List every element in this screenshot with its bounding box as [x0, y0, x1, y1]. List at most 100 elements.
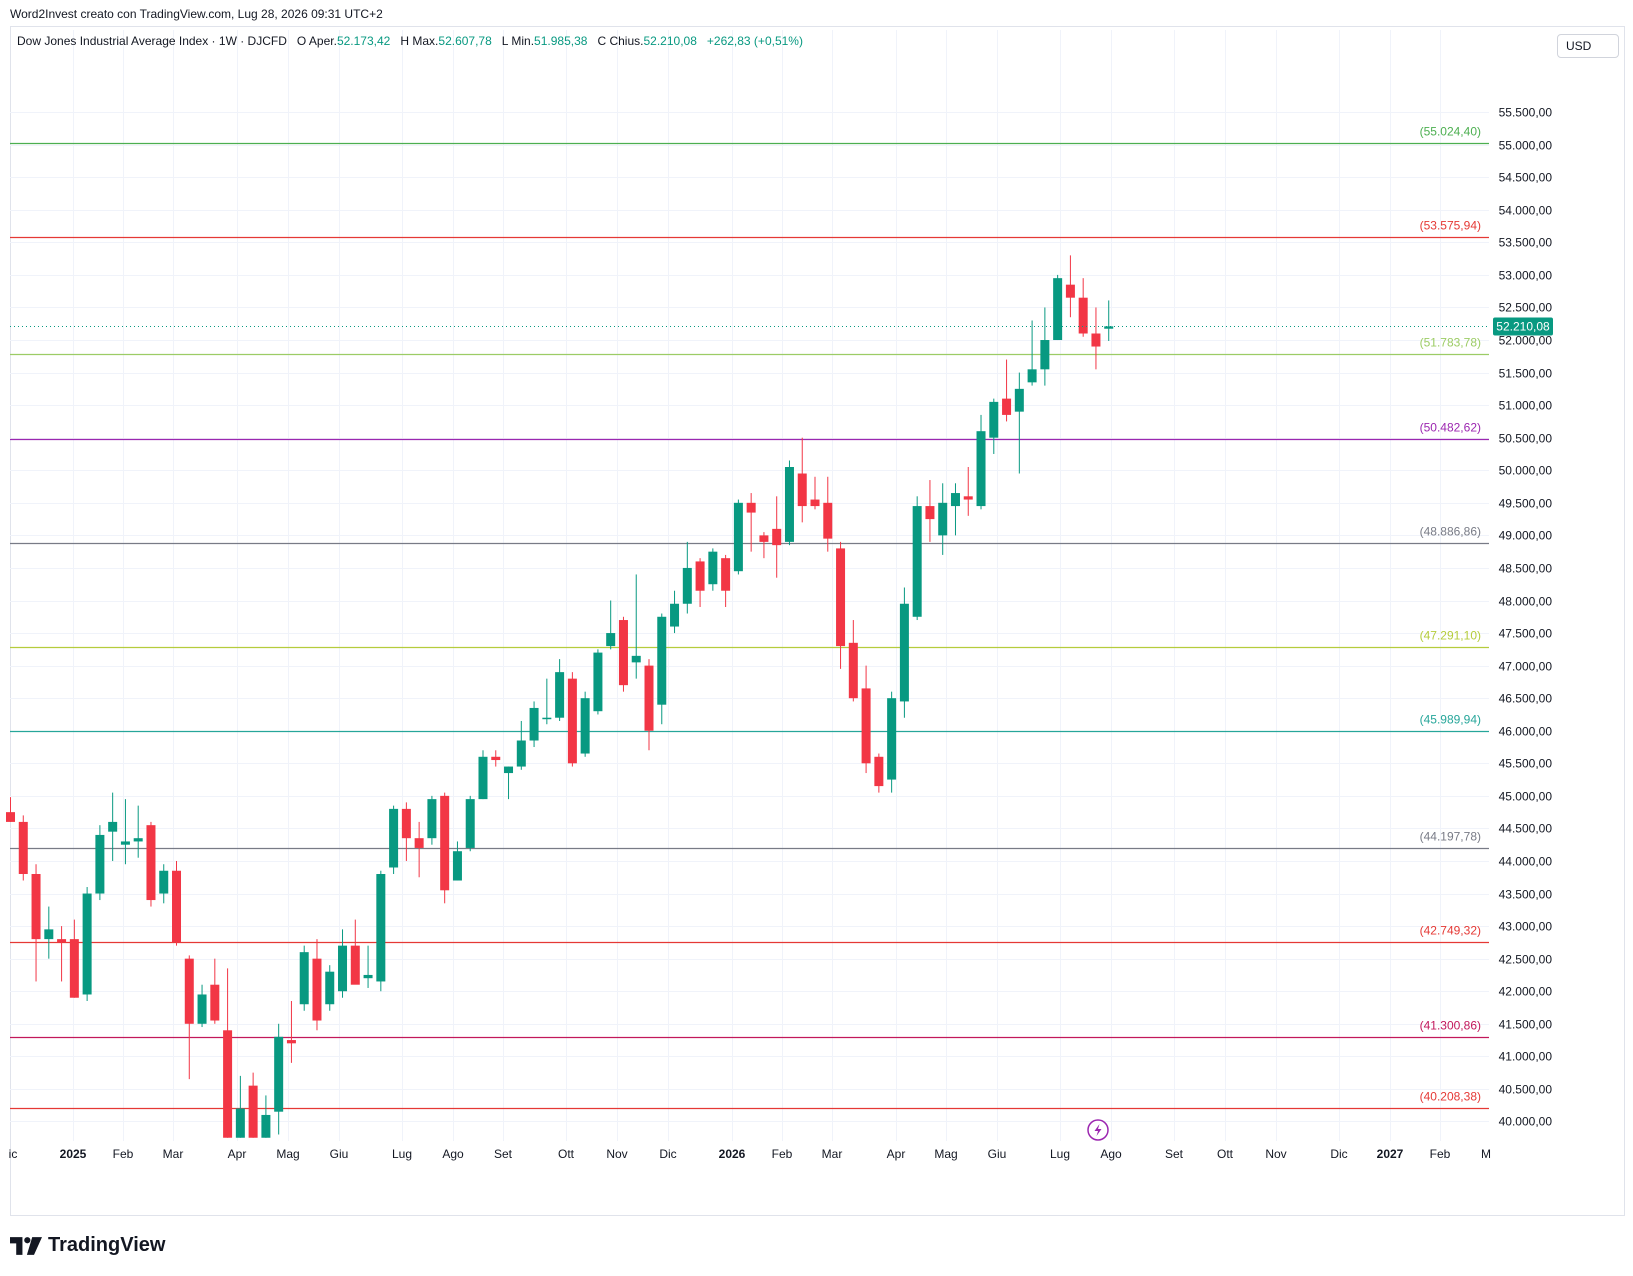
candle[interactable]: [746, 493, 756, 552]
candle[interactable]: [325, 965, 335, 1011]
candle[interactable]: [618, 616, 628, 692]
candle[interactable]: [235, 1075, 245, 1138]
candle[interactable]: [606, 600, 616, 650]
candle[interactable]: [133, 805, 143, 858]
candle[interactable]: [670, 590, 680, 634]
candle[interactable]: [759, 532, 769, 559]
lightning-icon[interactable]: [1087, 1119, 1109, 1141]
candle[interactable]: [6, 797, 15, 822]
candle[interactable]: [57, 926, 67, 982]
candle[interactable]: [695, 558, 705, 608]
candle[interactable]: [210, 958, 220, 1024]
candle[interactable]: [299, 945, 309, 1011]
candle[interactable]: [823, 476, 833, 552]
candle-body: [82, 893, 92, 995]
candle[interactable]: [1104, 300, 1114, 341]
candle[interactable]: [874, 753, 884, 793]
candle[interactable]: [784, 460, 794, 546]
candle[interactable]: [350, 919, 360, 985]
candle[interactable]: [912, 496, 922, 621]
candle[interactable]: [861, 665, 871, 774]
candle[interactable]: [223, 968, 233, 1138]
candle-body: [555, 672, 565, 718]
candle[interactable]: [108, 792, 118, 861]
candle[interactable]: [593, 649, 603, 715]
candle[interactable]: [708, 548, 718, 591]
candle[interactable]: [1027, 320, 1037, 386]
candle[interactable]: [363, 945, 373, 988]
candle[interactable]: [797, 437, 807, 523]
candle[interactable]: [567, 672, 577, 767]
candle[interactable]: [146, 821, 156, 907]
candle[interactable]: [440, 792, 450, 904]
candle-body: [1053, 278, 1063, 341]
candle[interactable]: [69, 919, 79, 998]
candle[interactable]: [312, 939, 322, 1031]
candle[interactable]: [772, 496, 782, 578]
candle[interactable]: [925, 480, 935, 542]
candle[interactable]: [18, 815, 28, 881]
candle-body: [120, 841, 130, 845]
candle[interactable]: [465, 795, 475, 852]
candle[interactable]: [414, 821, 424, 878]
candle[interactable]: [529, 701, 539, 748]
candle[interactable]: [938, 483, 948, 555]
candle[interactable]: [887, 691, 897, 793]
candle[interactable]: [899, 587, 909, 718]
candle[interactable]: [631, 574, 641, 679]
candle[interactable]: [989, 398, 999, 454]
candle[interactable]: [963, 467, 973, 516]
candle[interactable]: [197, 984, 207, 1028]
candle[interactable]: [261, 1095, 271, 1138]
candle[interactable]: [95, 825, 105, 901]
candle-body: [172, 870, 182, 943]
candle[interactable]: [733, 499, 743, 575]
candle[interactable]: [389, 805, 399, 875]
tradingview-logo[interactable]: TradingView: [10, 1234, 165, 1257]
candle[interactable]: [159, 864, 169, 904]
candle[interactable]: [657, 613, 667, 725]
candle[interactable]: [1002, 359, 1012, 422]
candle[interactable]: [542, 678, 552, 725]
candle[interactable]: [184, 955, 194, 1080]
candle[interactable]: [682, 541, 692, 614]
candle[interactable]: [1014, 372, 1024, 474]
candle[interactable]: [338, 929, 348, 998]
candle[interactable]: [848, 620, 858, 702]
candle-body: [235, 1108, 245, 1138]
currency-button[interactable]: USD: [1557, 34, 1619, 58]
candle[interactable]: [274, 1023, 284, 1135]
candle[interactable]: [1078, 278, 1088, 337]
candle[interactable]: [810, 476, 820, 510]
candle[interactable]: [401, 802, 411, 861]
candle[interactable]: [504, 766, 514, 800]
candle[interactable]: [555, 659, 565, 721]
y-tick-label: 55.500,00: [1499, 106, 1553, 120]
candle[interactable]: [427, 795, 437, 845]
candle[interactable]: [491, 750, 501, 767]
candle[interactable]: [950, 483, 960, 536]
candle[interactable]: [478, 750, 488, 800]
candle[interactable]: [1091, 307, 1101, 370]
candle[interactable]: [644, 659, 654, 751]
candle[interactable]: [580, 691, 590, 757]
candle-body: [491, 756, 501, 761]
candle[interactable]: [248, 1072, 258, 1138]
candle[interactable]: [1065, 255, 1075, 318]
candle[interactable]: [976, 414, 986, 510]
candle[interactable]: [286, 1000, 296, 1063]
candle[interactable]: [452, 841, 462, 881]
candle[interactable]: [82, 887, 92, 1001]
candle[interactable]: [172, 860, 182, 946]
candle[interactable]: [516, 720, 526, 770]
candle[interactable]: [1040, 307, 1050, 386]
candle[interactable]: [721, 554, 731, 608]
candle[interactable]: [31, 864, 41, 982]
candle[interactable]: [44, 906, 54, 959]
candle[interactable]: [120, 799, 130, 865]
candle[interactable]: [376, 870, 386, 992]
candle[interactable]: [1053, 274, 1063, 341]
candle[interactable]: [836, 541, 846, 669]
y-tick-label: 52.500,00: [1499, 301, 1553, 315]
